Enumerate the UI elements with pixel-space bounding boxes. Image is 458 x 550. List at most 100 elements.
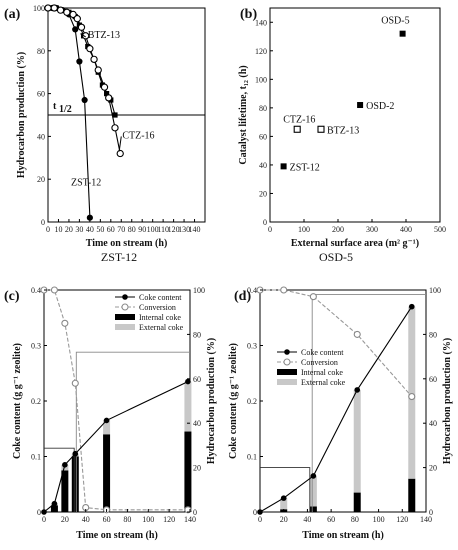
point-ctz-16	[86, 45, 94, 53]
y-tick-label: 0	[263, 218, 267, 227]
legend-internal-swatch	[115, 314, 135, 320]
conversion-point	[309, 293, 317, 301]
x-axis-label: Time on stream (h)	[302, 530, 384, 541]
plot-frame	[269, 7, 441, 223]
x-tick-label: 100	[298, 225, 310, 234]
x-tick-label: 10	[54, 225, 62, 234]
point-ctz-16	[90, 55, 98, 64]
x-axis-label: Time on stream (h)	[86, 238, 168, 249]
point-zst-12	[86, 214, 93, 221]
y-right-tick-label: 60	[193, 375, 201, 384]
y-right-tick-label: 0	[429, 508, 433, 517]
y-tick-label: 0.2	[31, 397, 41, 406]
bar-internal-coke	[103, 434, 111, 512]
y-tick-label: 0	[37, 508, 41, 517]
x-tick-label: 0	[258, 515, 262, 524]
point-ctz-16	[116, 149, 124, 158]
point-btz-13	[112, 112, 118, 118]
coke-content-point	[408, 303, 415, 310]
point-ctz-16	[56, 6, 65, 14]
y-right-tick-label: 0	[193, 508, 197, 517]
x-tick-label: 400	[400, 225, 412, 234]
y-tick-label: 0.1	[31, 453, 41, 462]
point-zst-12	[280, 163, 287, 170]
y-tick-label: 0	[253, 508, 257, 517]
y-tick-label: 0.4	[31, 286, 41, 295]
x-tick-label: 30	[75, 225, 83, 234]
y-tick-label: 80	[37, 47, 45, 56]
conversion-point	[280, 286, 288, 294]
y-tick-label: 40	[37, 132, 45, 141]
x-tick-label: 200	[332, 225, 344, 234]
y-right-axis-label: Hydrocarbon production (%)	[206, 338, 217, 464]
bar-external-coke	[353, 389, 361, 493]
x-tick-label: 20	[65, 225, 73, 234]
x-tick-label: 80	[128, 225, 136, 234]
coke-content-point	[62, 462, 68, 468]
legend-external-swatch	[115, 324, 135, 330]
x-tick-label: 40	[82, 515, 90, 524]
panel-a: 0 10 20 30 40 50 60 70 80 90 100110120130140020406…	[16, 4, 206, 249]
point-ctz-16	[77, 23, 86, 31]
y-right-tick-label: 60	[429, 375, 437, 384]
y-right-tick-label: 20	[193, 464, 201, 473]
panel-a-label: (a)	[4, 7, 21, 22]
y-tick-label: 0.1	[247, 453, 257, 462]
conversion-point	[408, 393, 416, 401]
bar-external-coke	[408, 306, 416, 479]
panel-c: 0 20 40 60 80 100 120 14000.10.20.30.4020406080…	[12, 286, 217, 541]
y-tick-label: 20	[259, 189, 267, 198]
point-osd-5	[399, 30, 406, 37]
coke-content-line	[259, 306, 413, 513]
y-tick-label: 0.3	[31, 342, 41, 351]
half-life-marker	[260, 467, 311, 512]
x-tick-label: 100	[142, 515, 154, 524]
point-ctz-16	[105, 94, 113, 102]
point-label-zst-12: ZST-12	[290, 162, 320, 173]
x-tick-label: 120	[396, 515, 408, 524]
y-tick-label: 0.2	[247, 397, 257, 406]
half-life-marker	[44, 447, 75, 512]
point-label-btz-13: BTZ-13	[327, 125, 359, 136]
x-tick-label: 140	[184, 515, 196, 524]
y-tick-label: 40	[259, 161, 267, 170]
point-label-ctz-16: CTZ-16	[283, 114, 315, 125]
legend-internal-swatch	[277, 369, 297, 375]
conversion-point	[50, 286, 58, 294]
bar-internal-coke	[353, 492, 361, 512]
x-tick-label: 20	[280, 515, 288, 524]
coke-content-point	[103, 417, 110, 424]
x-tick-label: 80	[351, 515, 359, 524]
legend-coke-label: Coke content	[301, 348, 344, 357]
bar-external-coke	[309, 475, 317, 507]
x-tick-label: 0	[42, 515, 46, 524]
point-ctz-16	[100, 83, 109, 91]
bar-internal-coke	[50, 505, 58, 512]
label-leader-ctz-16	[118, 136, 122, 152]
coke-content-point	[280, 495, 287, 501]
x-tick-label: 500	[434, 225, 446, 234]
coke-content-point	[354, 387, 361, 393]
bar-external-coke	[280, 498, 288, 510]
y-tick-label: 60	[259, 132, 267, 141]
x-tick-label: 50	[96, 225, 104, 234]
legend-coke-marker	[122, 294, 128, 300]
x-tick-label: 80	[123, 515, 131, 524]
panel-b: 0 100 200 300 400 500 0 20 40 60 80 100 120 140 Extern…	[238, 7, 446, 249]
point-ctz-16	[111, 124, 119, 132]
x-tick-label: 300	[366, 225, 378, 234]
point-ctz-16	[63, 8, 71, 16]
legend-conversion-label: Conversion	[301, 358, 338, 367]
x-tick-label: 110	[157, 225, 169, 234]
x-axis-label: Time on stream (h)	[76, 530, 158, 541]
conversion-point	[71, 379, 79, 387]
point-label-osd-2: OSD-2	[366, 101, 394, 112]
point-zst-12	[76, 58, 83, 65]
legend-external-swatch	[277, 379, 297, 385]
y-tick-label: 80	[259, 104, 267, 113]
conversion-point	[353, 330, 361, 338]
bar-internal-coke	[61, 470, 69, 512]
legend-conversion-marker	[121, 303, 129, 311]
bar-internal-coke	[71, 456, 79, 512]
